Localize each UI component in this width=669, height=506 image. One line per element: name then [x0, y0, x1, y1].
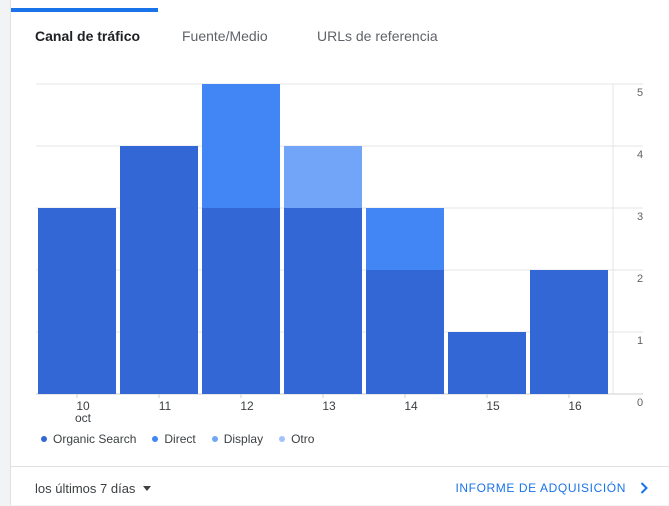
bar-organic-search — [38, 208, 116, 394]
y-tick-label: 4 — [637, 149, 643, 161]
bar-direct — [366, 208, 444, 270]
x-tick-label: 11 — [159, 399, 172, 413]
date-range-dropdown[interactable]: los últimos 7 días — [35, 481, 152, 496]
x-tick-label: 15 — [486, 399, 500, 413]
legend-label: Organic Search — [53, 432, 137, 446]
x-tick-label: 13 — [322, 399, 336, 413]
x-tick-label: 14 — [404, 399, 418, 413]
chart-legend: Organic Search Direct Display Otro — [41, 432, 330, 446]
y-tick-label: 0 — [637, 397, 643, 409]
legend-item[interactable]: Direct — [152, 432, 196, 446]
date-range-label: los últimos 7 días — [35, 481, 136, 496]
bar-organic-search — [530, 270, 608, 394]
tab-bar: Canal de tráfico Fuente/Medio URLs de re… — [11, 0, 669, 70]
y-tick-label: 2 — [637, 273, 643, 285]
bar-organic-search — [284, 208, 362, 394]
bar-organic-search — [120, 146, 198, 394]
y-tick-label: 1 — [637, 335, 643, 347]
card-footer: los últimos 7 días INFORME DE ADQUISICIÓ… — [11, 466, 669, 506]
active-tab-indicator — [11, 8, 158, 12]
x-tick-label: 12 — [240, 399, 254, 413]
tab-fuente-medio[interactable]: Fuente/Medio — [182, 28, 268, 44]
legend-dot-icon — [279, 436, 286, 442]
x-tick-label: 10 — [76, 399, 90, 413]
bar-organic-search — [448, 332, 526, 394]
legend-label: Display — [223, 432, 264, 446]
bar-display — [284, 146, 362, 208]
legend-item[interactable]: Otro — [279, 432, 314, 446]
acquisition-report-link[interactable]: INFORME DE ADQUISICIÓN — [455, 481, 648, 495]
bar-organic-search — [202, 208, 280, 394]
caret-down-icon — [143, 486, 152, 491]
y-tick-label: 3 — [637, 211, 643, 223]
legend-item[interactable]: Display — [211, 432, 264, 446]
x-tick-label: 16 — [568, 399, 582, 413]
report-link-label: INFORME DE ADQUISICIÓN — [455, 481, 626, 495]
tab-urls-de-referencia[interactable]: URLs de referencia — [317, 28, 438, 44]
legend-dot-icon — [152, 436, 159, 442]
bar-direct — [202, 84, 280, 208]
bar-organic-search — [366, 270, 444, 394]
legend-label: Direct — [164, 432, 196, 446]
legend-item[interactable]: Organic Search — [41, 432, 136, 446]
chevron-right-icon — [640, 482, 648, 494]
x-tick-sublabel: oct — [75, 411, 92, 425]
legend-label: Otro — [291, 432, 315, 446]
legend-dot-icon — [211, 436, 218, 442]
legend-dot-icon — [41, 436, 47, 442]
y-tick-label: 5 — [637, 87, 643, 99]
tab-canal-de-trafico[interactable]: Canal de tráfico — [35, 28, 141, 44]
traffic-card: Canal de tráfico Fuente/Medio URLs de re… — [10, 0, 669, 505]
